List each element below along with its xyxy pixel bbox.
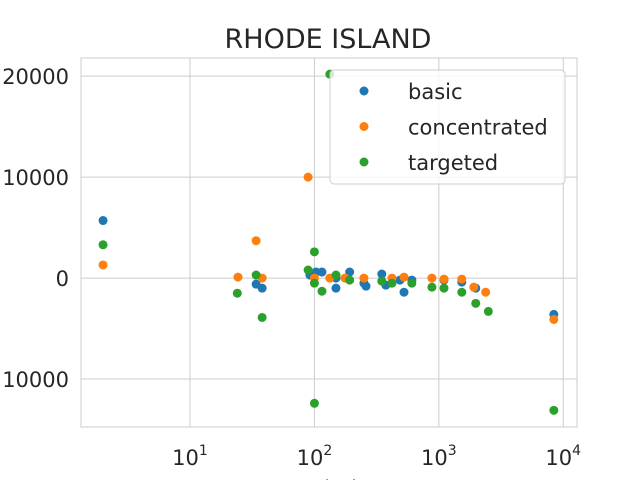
point bbox=[439, 274, 449, 284]
point bbox=[309, 398, 319, 408]
point bbox=[257, 312, 267, 322]
point bbox=[457, 274, 467, 284]
legend-label: targeted bbox=[408, 151, 498, 175]
point bbox=[399, 287, 409, 297]
x-tick-label: 102 bbox=[297, 443, 333, 470]
point bbox=[377, 276, 387, 286]
point bbox=[317, 267, 327, 277]
point bbox=[98, 240, 108, 250]
x-tick-label: 104 bbox=[545, 443, 581, 470]
y-tick-label: 20000 bbox=[2, 65, 69, 89]
point bbox=[345, 275, 355, 285]
y-tick-label: 10000 bbox=[2, 166, 69, 190]
legend-box bbox=[329, 69, 566, 185]
point bbox=[303, 265, 313, 275]
legend-label: concentrated bbox=[408, 116, 548, 140]
point bbox=[549, 314, 559, 324]
point bbox=[469, 282, 479, 292]
point bbox=[257, 283, 267, 293]
point bbox=[345, 267, 355, 277]
legend: basic concentrated targeted bbox=[329, 69, 566, 185]
legend-label: basic bbox=[408, 80, 463, 104]
point bbox=[549, 405, 559, 415]
point bbox=[98, 260, 108, 270]
point bbox=[387, 278, 397, 288]
y-tick-label: 0 bbox=[56, 267, 69, 291]
point bbox=[439, 283, 449, 293]
point bbox=[361, 281, 371, 291]
point bbox=[331, 270, 341, 280]
point bbox=[407, 278, 417, 288]
x-tick-exponent: 3 bbox=[448, 443, 457, 459]
legend-marker bbox=[359, 86, 369, 96]
x-tick-label: 103 bbox=[421, 443, 457, 470]
point bbox=[317, 286, 327, 296]
x-tick-base: 10 bbox=[545, 446, 572, 470]
point bbox=[359, 273, 369, 283]
x-tick-exponent: 4 bbox=[572, 443, 581, 459]
point bbox=[309, 278, 319, 288]
point bbox=[233, 272, 243, 282]
point bbox=[331, 283, 341, 293]
x-axis-label: Population bbox=[273, 477, 383, 480]
point bbox=[98, 216, 108, 226]
point bbox=[481, 287, 491, 297]
point bbox=[399, 272, 409, 282]
point bbox=[303, 172, 313, 182]
plot-frame bbox=[80, 57, 578, 428]
legend-marker bbox=[359, 157, 369, 167]
point bbox=[232, 288, 242, 298]
x-tick-label: 101 bbox=[172, 443, 208, 470]
point bbox=[251, 236, 261, 246]
point bbox=[427, 273, 437, 283]
x-tick-exponent: 1 bbox=[199, 443, 208, 459]
y-tick-label: 10000 bbox=[2, 368, 69, 392]
point bbox=[427, 282, 437, 292]
chart-title: RHODE ISLAND bbox=[225, 24, 432, 55]
x-tick-base: 10 bbox=[172, 446, 199, 470]
point bbox=[251, 270, 261, 280]
point bbox=[471, 298, 481, 308]
x-tick-exponent: 2 bbox=[323, 443, 332, 459]
legend-marker bbox=[359, 122, 369, 131]
point bbox=[309, 247, 319, 257]
x-tick-base: 10 bbox=[421, 446, 448, 470]
point bbox=[457, 287, 467, 297]
point bbox=[483, 306, 493, 316]
x-tick-base: 10 bbox=[297, 446, 324, 470]
point bbox=[377, 269, 387, 279]
